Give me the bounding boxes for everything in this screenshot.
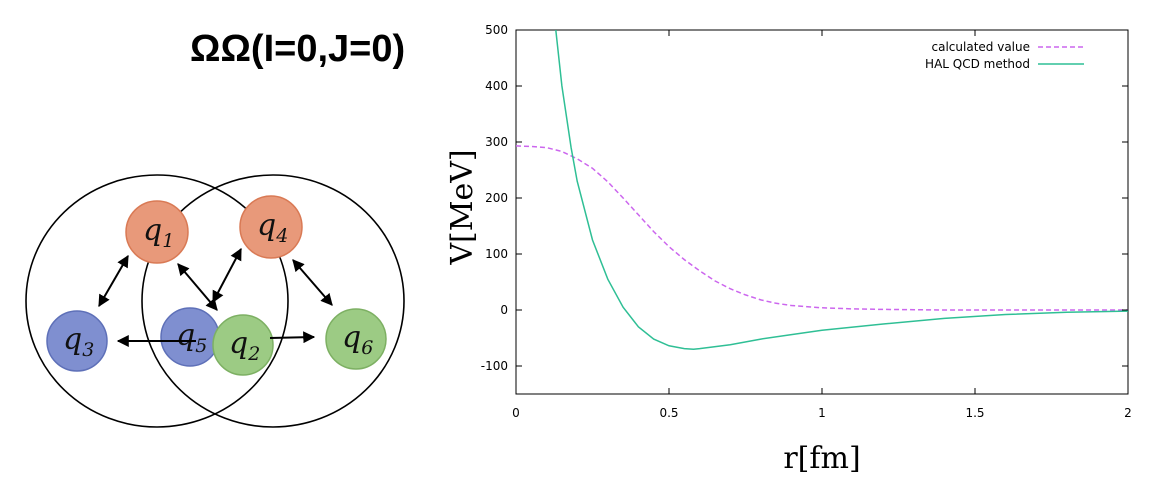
quark-symbol: q: [63, 322, 82, 357]
quark-subscript: 1: [162, 230, 174, 252]
potential-chart: 0 0.5 1 1.5 2 -100 0 100 200 300 400 500 calculated…: [445, 23, 1132, 476]
quark-q1: q1: [125, 200, 189, 264]
quark-symbol: q: [229, 326, 248, 361]
quark-q6-circle: [325, 308, 387, 370]
quark-q2-circle: [212, 314, 274, 376]
arrow-q4-q5: [212, 247, 242, 304]
right-hadron-circle: [141, 174, 405, 428]
legend: calculated value HAL QCD method: [925, 40, 1084, 71]
quark-symbol: q: [176, 318, 195, 353]
quark-symbol: q: [342, 320, 361, 355]
quark-q3: q3: [46, 310, 108, 372]
y-axis-title: V[MeV]: [445, 149, 480, 265]
series-line-0: [516, 145, 1128, 311]
quark-q5-label: q5: [176, 318, 207, 357]
quark-q4: q4: [239, 195, 303, 259]
y-tick-label: 100: [485, 247, 508, 261]
arrow-q1-q3: [98, 254, 129, 308]
x-tick-label: 0.5: [659, 406, 678, 420]
arrow-q2-q6: [269, 331, 316, 344]
tick-layer: 0 0.5 1 1.5 2 -100 0 100 200 300 400 500: [481, 23, 1132, 420]
quark-symbol: q: [143, 213, 162, 248]
figure-title: ΩΩ(I=0,J=0): [190, 28, 406, 70]
arrow-q4-q6: [292, 259, 333, 306]
quark-subscript: 2: [247, 343, 260, 365]
quark-q2: q2: [212, 314, 274, 376]
y-tick-label: 400: [485, 79, 508, 93]
y-tick-label: 200: [485, 191, 508, 205]
quark-subscript: 6: [361, 337, 373, 359]
x-tick-label: 0: [512, 406, 520, 420]
legend-label: calculated value: [932, 40, 1030, 54]
arrow-q1-q2: [177, 263, 218, 311]
plot-area: [515, 29, 1129, 395]
series-layer: [516, 30, 1128, 350]
quark-symbol: q: [257, 208, 276, 243]
quark-subscript: 3: [82, 339, 94, 361]
left-hadron-circle: [25, 174, 289, 428]
quark-q2-label: q2: [229, 326, 260, 365]
x-tick-label: 2: [1124, 406, 1132, 420]
quark-subscript: 5: [195, 335, 207, 357]
quark-q1-circle: [125, 200, 189, 264]
quark-q1-label: q1: [143, 213, 174, 252]
y-tick-label: 300: [485, 135, 508, 149]
quark-q3-label: q3: [63, 322, 94, 361]
x-axis-title: r[fm]: [783, 441, 860, 476]
x-tick-label: 1: [818, 406, 826, 420]
y-tick-label: 500: [485, 23, 508, 37]
quark-q4-label: q4: [257, 208, 288, 247]
y-tick-label: -100: [481, 359, 508, 373]
quark-q6: q6: [325, 308, 387, 370]
y-tick-label: 0: [500, 303, 508, 317]
quark-q6-label: q6: [342, 320, 373, 359]
x-tick-label: 1.5: [965, 406, 984, 420]
quark-subscript: 4: [275, 225, 288, 247]
quark-q3-circle: [46, 310, 108, 372]
plot-frame: [515, 29, 1129, 395]
legend-label: HAL QCD method: [925, 57, 1030, 71]
series-line-1: [555, 30, 1128, 350]
quark-q4-circle: [239, 195, 303, 259]
quark-q5: q5: [160, 307, 220, 367]
interaction-arrows: [98, 247, 333, 347]
